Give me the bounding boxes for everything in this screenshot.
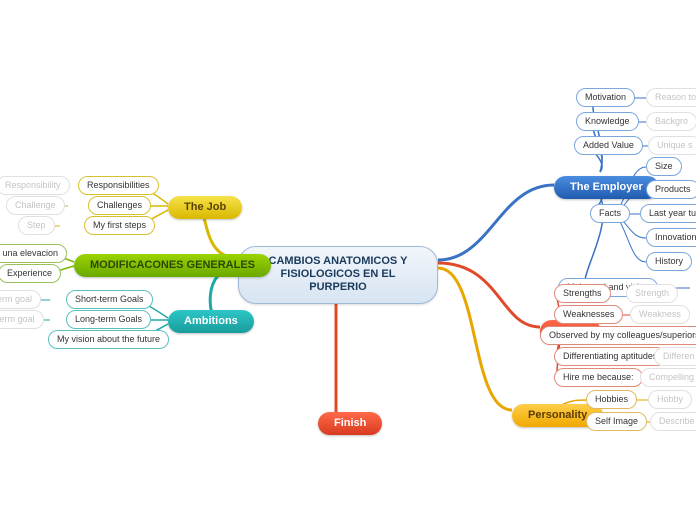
job-resp-l[interactable]: Responsibility [0, 176, 70, 195]
emp-products[interactable]: Products [646, 180, 696, 199]
emp-knowledge-leaf[interactable]: Backgro [646, 112, 696, 131]
branch-job[interactable]: The Job [168, 196, 242, 219]
per-hobbies-l[interactable]: Hobby [648, 390, 692, 409]
emp-facts[interactable]: Facts [590, 204, 630, 223]
sk-diff[interactable]: Differentiating aptitudes [554, 347, 666, 366]
emp-knowledge[interactable]: Knowledge [576, 112, 639, 131]
amb-long[interactable]: Long-term Goals [66, 310, 151, 329]
emp-turnover[interactable]: Last year turno [640, 204, 696, 223]
mod-exp[interactable]: Experience [0, 264, 61, 283]
emp-innov[interactable]: Innovations [646, 228, 696, 247]
sk-weak[interactable]: Weaknesses [554, 305, 623, 324]
sk-observed[interactable]: Observed by my colleagues/superiors [540, 326, 696, 345]
emp-size[interactable]: Size [646, 157, 682, 176]
sk-strengths-l[interactable]: Strength [626, 284, 678, 303]
job-chal-l[interactable]: Challenge [6, 196, 65, 215]
job-resp[interactable]: Responsibilities [78, 176, 159, 195]
emp-motivation[interactable]: Motivation [576, 88, 635, 107]
job-steps-l[interactable]: Step [18, 216, 55, 235]
per-self-l[interactable]: Describe you [650, 412, 696, 431]
amb-vision[interactable]: My vision about the future [48, 330, 169, 349]
branch-modif[interactable]: MODIFICACONES GENERALES [74, 254, 271, 277]
amb-short[interactable]: Short-term Goals [66, 290, 153, 309]
job-steps[interactable]: My first steps [84, 216, 155, 235]
per-hobbies[interactable]: Hobbies [586, 390, 637, 409]
sk-hire[interactable]: Hire me because: [554, 368, 643, 387]
job-chal[interactable]: Challenges [88, 196, 151, 215]
emp-added-leaf[interactable]: Unique s [648, 136, 696, 155]
emp-added[interactable]: Added Value [574, 136, 643, 155]
branch-employer[interactable]: The Employer [554, 176, 659, 199]
sk-hire-l[interactable]: Compelling hir [640, 368, 696, 387]
per-self[interactable]: Self Image [586, 412, 647, 431]
branch-ambitions[interactable]: Ambitions [168, 310, 254, 333]
center-node[interactable]: CAMBIOS ANATOMICOS Y FISIOLOGICOS EN EL … [238, 246, 438, 304]
sk-diff-l[interactable]: Differen [654, 347, 696, 366]
emp-motivation-leaf[interactable]: Reason to [646, 88, 696, 107]
sk-weak-l[interactable]: Weakness [630, 305, 690, 324]
amb-long-l[interactable]: term goal [0, 310, 44, 329]
mod-elev[interactable]: e una elevacion [0, 244, 67, 263]
emp-history[interactable]: History [646, 252, 692, 271]
branch-finish[interactable]: Finish [318, 412, 382, 435]
amb-short-l[interactable]: erm goal [0, 290, 41, 309]
sk-strengths[interactable]: Strengths [554, 284, 611, 303]
